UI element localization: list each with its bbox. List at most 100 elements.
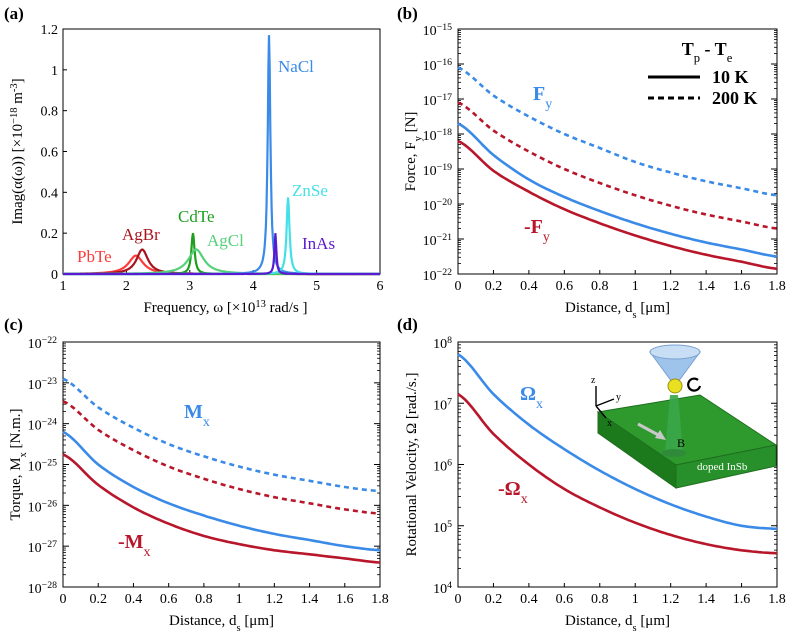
panel-d-ytick-label: 107: [433, 396, 452, 414]
panel-b-xtick-label-part: 1.6: [733, 279, 751, 294]
panel-d-ytick-label-part: 5: [447, 518, 452, 529]
panel-b-ytick-label-part: 10: [423, 199, 437, 214]
panel-d-ytick-label-part: 4: [447, 580, 452, 591]
panel-c-ytick-label-part: −24: [42, 416, 57, 427]
panel-b-ytick-label-part: −16: [437, 57, 452, 68]
panel-b-xtick-label-part: 0.8: [591, 279, 609, 294]
panel-c-xtick-label-part: 1.4: [301, 592, 319, 607]
panel-a-xtick-label-part: 2: [123, 279, 130, 294]
panel-c-xtick-label: 0.2: [89, 592, 107, 607]
panel-d-ytick-label-part: 10: [433, 582, 447, 597]
panel-d-xtick-label-part: 1.2: [662, 592, 680, 607]
annotation-neg-omega-part: -Ω: [498, 478, 521, 500]
legend-10k: 10 K: [712, 67, 749, 87]
annotation-mx-part: x: [203, 415, 210, 430]
label-znse: ZnSe: [292, 181, 328, 200]
series-line-inas: [63, 233, 380, 276]
panel-d-xtick-label-part: 1: [632, 592, 639, 607]
panel-a-ytick-label: 0.6: [41, 146, 59, 161]
panel-c-ytick-label: 10−24: [28, 416, 57, 434]
panel-c-ytick-label-part: 10: [28, 460, 42, 475]
panel-d-series--x: [457, 353, 778, 531]
panel-c-xtick-label: 1.2: [266, 592, 284, 607]
panel-d-xtick-label: 1: [632, 592, 639, 607]
panel-b-xtick-label-part: 0.2: [485, 279, 503, 294]
panel-a-ylabel-part: Imag(α(ω)) [×10: [10, 124, 26, 225]
panel-a-label-part: (a): [4, 4, 24, 23]
label-agcl: AgCl: [207, 231, 244, 250]
panel-d-xtick-label-part: 1.6: [733, 592, 751, 607]
b-field-label-part: B: [677, 436, 685, 450]
panel-b-ylabel-part: y: [413, 135, 424, 141]
panel-b-ytick-label-part: 10: [423, 164, 437, 179]
panel-b-xtick-label-part: 0.6: [556, 279, 574, 294]
panel-c-xtick-label: 0: [60, 592, 67, 607]
annotation-neg-fy-part: -F: [524, 216, 543, 238]
annotation-omega: Ωx: [520, 383, 543, 412]
axis-x-label-part: x: [607, 418, 612, 429]
annotation-neg-fy: -Fy: [524, 216, 550, 245]
legend-title-part: p: [694, 51, 700, 65]
panel-b-ytick-label-part: 10: [423, 59, 437, 74]
panel-b-ytick-label: 10−15: [423, 22, 452, 40]
panel-a-ytick-label-part: 1: [51, 64, 58, 79]
panel-b-xlabel-part: Distance, d: [565, 300, 633, 316]
panel-a-xtick-label-part: 1: [60, 279, 67, 294]
panel-b-ylabel-part: [N]: [403, 112, 419, 137]
panel-b-xtick-label: 0.6: [556, 279, 574, 294]
panel-a-xtick-label-part: 6: [377, 279, 384, 294]
annotation-mx: Mx: [184, 401, 210, 430]
panel-c-ylabel-part: x: [18, 451, 29, 457]
panel-c-ytick-label: 10−28: [28, 580, 57, 598]
legend-title-part: T: [682, 39, 694, 59]
panel-b-xtick-label: 1.8: [768, 279, 786, 294]
beam-lower: [665, 395, 683, 453]
panel-d-label-part: (d): [397, 315, 418, 334]
panel-d-xtick-label: 1.2: [662, 592, 680, 607]
panel-d-xtick-label: 1.8: [768, 592, 786, 607]
panel-a-xtick-label-part: 4: [250, 279, 257, 294]
panel-c-xtick-label-part: 1: [236, 592, 243, 607]
legend-10k-part: 10 K: [712, 67, 749, 87]
panel-a-ylabel: Imag(α(ω)) [×10−18 m-3]: [9, 78, 27, 224]
panel-a-xlabel-part: rad/s ]: [266, 300, 308, 316]
panel-c-xtick-label-part: 0.2: [89, 592, 107, 607]
panel-a-ylabel-part: -3: [9, 83, 20, 92]
panel-c-ytick-label-part: 10: [28, 500, 42, 515]
panel-a-xlabel: Frequency, ω [×1013 rad/s ]: [143, 299, 307, 317]
panel-b-ytick-label-part: −19: [437, 162, 452, 173]
label-inas: InAs: [302, 234, 335, 253]
panel-c-label: (c): [4, 315, 23, 334]
panel-b-ytick-label-part: −15: [437, 22, 452, 33]
annotation-neg-omega-part: x: [521, 492, 528, 507]
label-agbr-part: AgBr: [122, 225, 160, 244]
legend-title: Tp - Te: [682, 39, 733, 65]
panel-a-ytick-label: 1: [51, 64, 58, 79]
slab-side-front: [675, 444, 777, 489]
panel-d-xtick-label-part: 0: [455, 592, 462, 607]
legend-200k-part: 200 K: [712, 88, 758, 108]
panel-d-ytick-label-part: 6: [447, 457, 452, 468]
panel-b-label: (b): [397, 4, 418, 23]
slab-label-part: doped InSb: [697, 461, 748, 473]
panel-a-xtick-label: 6: [377, 279, 384, 294]
panel-b-xtick-label: 0: [455, 279, 462, 294]
panel-a-ytick-label: 0.2: [41, 227, 59, 242]
panel-c-xtick-label: 1.8: [371, 592, 389, 607]
panel-b-xtick-label-part: 1.8: [768, 279, 786, 294]
panel-a-label: (a): [4, 4, 24, 23]
panel-c-ylabel-part: [N.m.]: [8, 408, 24, 452]
panel-b-xtick-label-part: 1.4: [697, 279, 715, 294]
panel-d-xtick-label: 0: [455, 592, 462, 607]
panel-d-ytick-label-part: 10: [433, 398, 447, 413]
panel-c-xlabel-part: Distance, d: [169, 613, 237, 629]
panel-b-xlabel-part: s: [632, 310, 636, 321]
panel-b-ytick-label: 10−17: [423, 92, 452, 110]
panel-c-xtick-label-part: 0.4: [125, 592, 143, 607]
panel-c-xtick-label: 1.4: [301, 592, 319, 607]
axis-z-label-part: z: [591, 375, 596, 386]
panel-b-xtick-label-part: 0: [455, 279, 462, 294]
panel-c-xtick-label: 0.4: [125, 592, 143, 607]
slab-label: doped InSb: [697, 461, 748, 473]
